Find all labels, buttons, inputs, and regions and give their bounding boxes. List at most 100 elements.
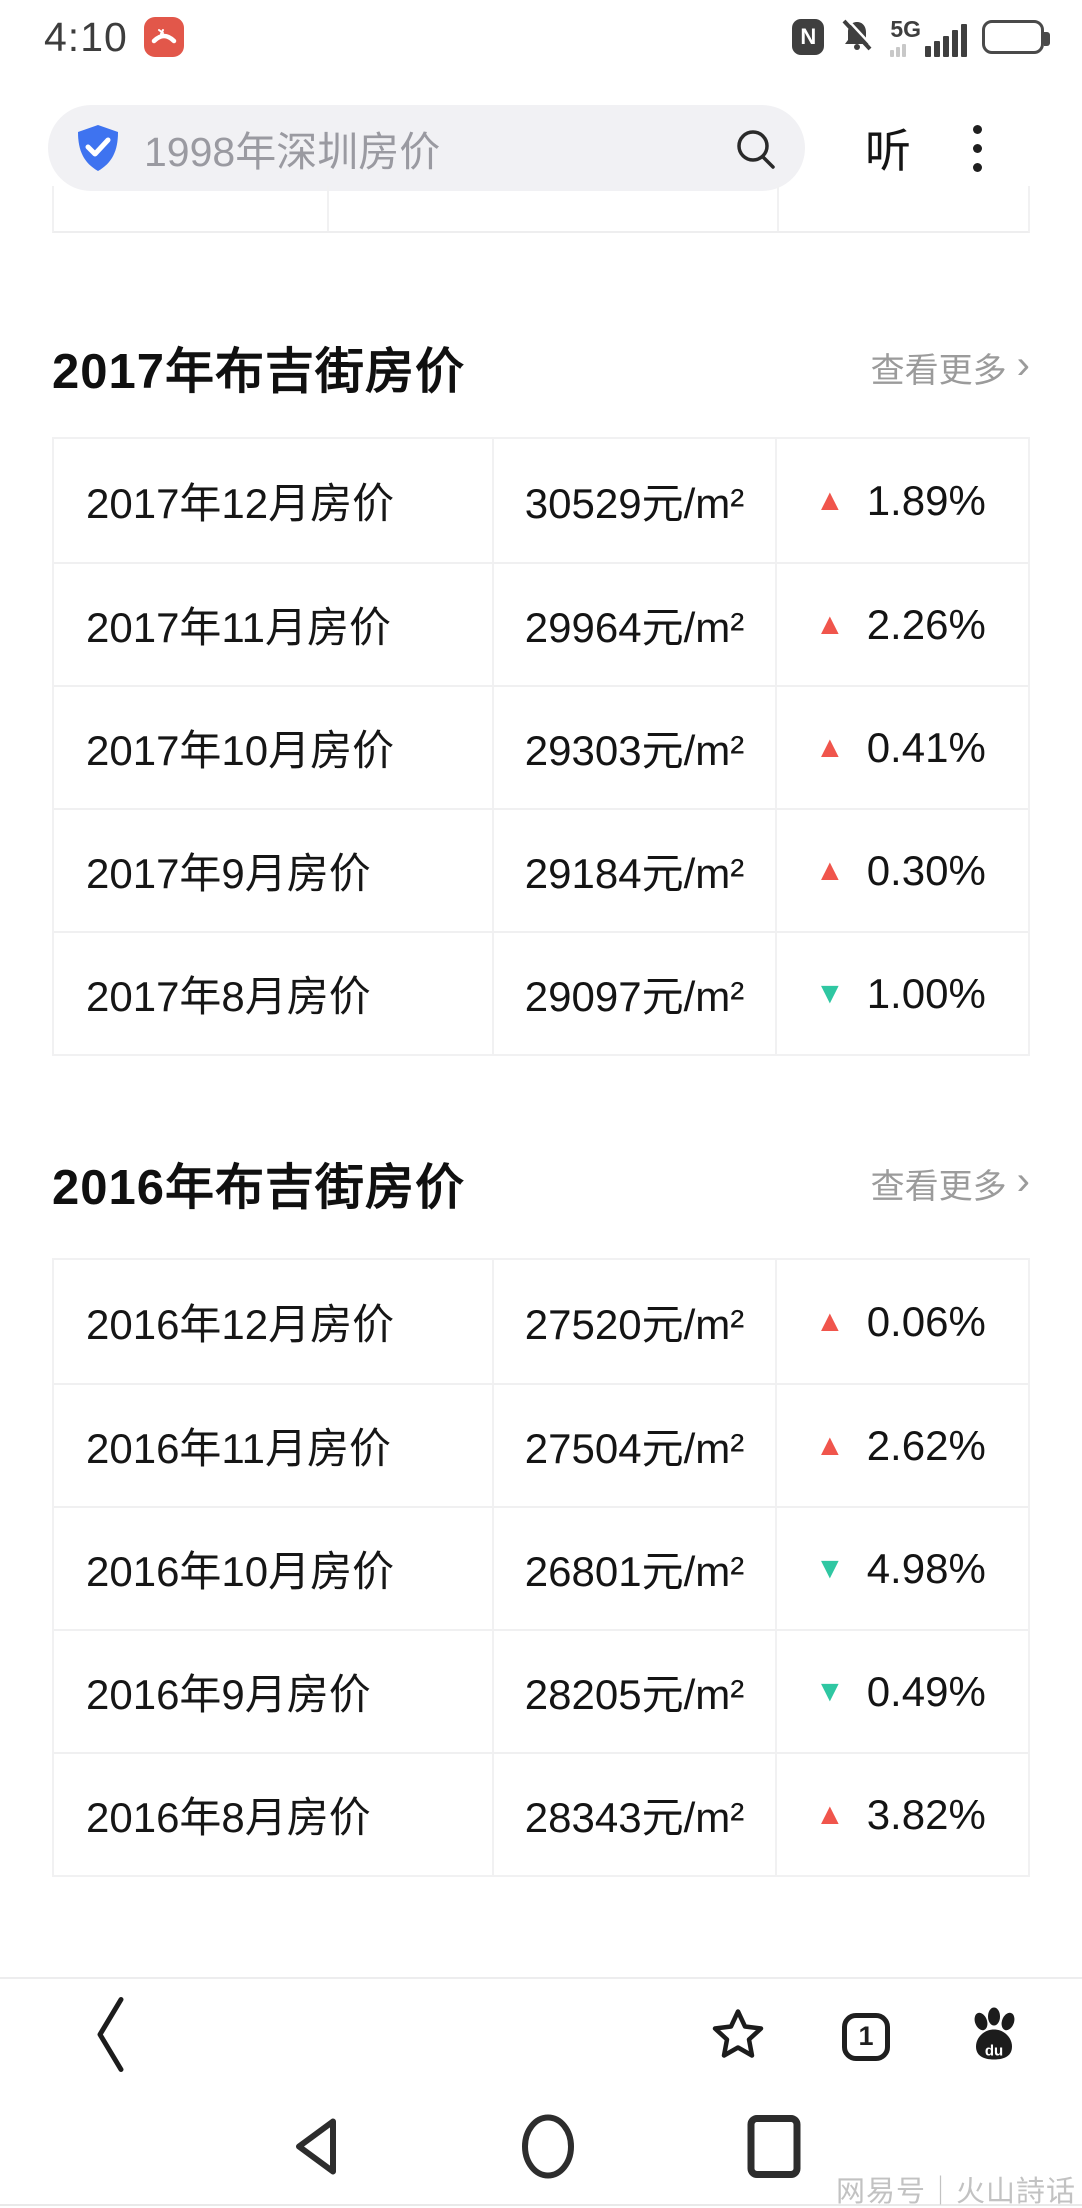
search-input[interactable]: 1998年深圳房价 bbox=[48, 105, 805, 191]
table-row: 2016年11月房价 27504元/m² 2.62% bbox=[54, 1383, 1028, 1506]
change-cell: 0.41% bbox=[775, 687, 1026, 808]
battery-icon bbox=[982, 20, 1050, 54]
secondary-signal-icon bbox=[890, 43, 907, 57]
price-table-2017: 2017年12月房价 30529元/m² 1.89% 2017年11月房价 29… bbox=[52, 437, 1030, 1056]
chevron-right-icon: › bbox=[1016, 1158, 1030, 1203]
see-more-link[interactable]: 查看更多 › bbox=[870, 1158, 1030, 1207]
signal-5g-icon: 5G bbox=[890, 15, 967, 57]
listen-button[interactable]: 听 bbox=[865, 125, 911, 177]
status-bar: 4:10 N 5G bbox=[0, 0, 1082, 64]
tab-count-badge: 1 bbox=[842, 2012, 890, 2061]
change-cell: 1.89% bbox=[775, 439, 1026, 562]
star-icon bbox=[712, 2008, 764, 2058]
month-label: 2017年10月房价 bbox=[86, 727, 395, 774]
month-label: 2016年9月房价 bbox=[86, 1671, 371, 1718]
bookmark-button[interactable] bbox=[710, 2007, 766, 2066]
security-shield-icon bbox=[78, 125, 118, 171]
change-cell: 2.26% bbox=[775, 564, 1026, 685]
status-left: 4:10 bbox=[44, 14, 184, 61]
month-label: 2017年8月房价 bbox=[86, 973, 371, 1020]
change-percent: 0.30% bbox=[866, 846, 986, 894]
nfc-icon: N bbox=[792, 19, 825, 55]
section-title: 2017年布吉街房价 bbox=[52, 345, 466, 399]
price-value: 27504元/m² bbox=[492, 1385, 775, 1506]
baidu-home-button[interactable]: du bbox=[965, 2005, 1023, 2068]
price-value: 30529元/m² bbox=[492, 439, 775, 562]
bottom-hairline bbox=[0, 2204, 1082, 2206]
browser-toolbar: 1 du bbox=[0, 1977, 1082, 2094]
bell-muted-icon bbox=[839, 17, 875, 58]
phone-icon bbox=[151, 29, 177, 44]
trend-arrow-icon bbox=[815, 486, 845, 516]
nav-recents-button[interactable] bbox=[746, 2113, 802, 2184]
trend-arrow-icon bbox=[815, 856, 845, 886]
price-value: 29097元/m² bbox=[492, 933, 775, 1054]
nav-back-button[interactable] bbox=[289, 2115, 341, 2182]
month-label: 2017年12月房价 bbox=[86, 480, 395, 527]
missed-call-badge-icon bbox=[143, 17, 184, 57]
price-value: 29303元/m² bbox=[492, 687, 775, 808]
table-row: 2016年9月房价 28205元/m² 0.49% bbox=[54, 1629, 1028, 1752]
section-header-2017: 2017年布吉街房价 查看更多 › bbox=[52, 332, 1030, 403]
change-percent: 4.98% bbox=[866, 1544, 986, 1592]
svg-text:du: du bbox=[985, 2042, 1003, 2059]
trend-arrow-icon bbox=[815, 979, 845, 1009]
table-row: 2017年9月房价 29184元/m² 0.30% bbox=[54, 808, 1028, 931]
nav-home-circle-icon bbox=[522, 2114, 574, 2179]
see-more-link[interactable]: 查看更多 › bbox=[870, 342, 1030, 391]
month-label: 2016年10月房价 bbox=[86, 1548, 395, 1595]
search-icon[interactable] bbox=[733, 126, 779, 177]
android-navbar bbox=[0, 2094, 1082, 2208]
price-table-2016: 2016年12月房价 27520元/m² 0.06% 2016年11月房价 27… bbox=[52, 1258, 1030, 1877]
change-percent: 2.26% bbox=[866, 600, 986, 648]
tabs-button[interactable]: 1 bbox=[842, 2012, 890, 2061]
table-row: 2017年11月房价 29964元/m² 2.26% bbox=[54, 562, 1028, 685]
price-value: 29184元/m² bbox=[492, 810, 775, 931]
price-value: 29964元/m² bbox=[492, 564, 775, 685]
month-label: 2016年12月房价 bbox=[86, 1301, 395, 1348]
table-row: 2017年8月房价 29097元/m² 1.00% bbox=[54, 931, 1028, 1054]
trend-arrow-icon bbox=[815, 610, 845, 640]
change-percent: 0.49% bbox=[866, 1667, 986, 1715]
price-value: 26801元/m² bbox=[492, 1508, 775, 1629]
table-row: 2016年10月房价 26801元/m² 4.98% bbox=[54, 1506, 1028, 1629]
trend-arrow-icon bbox=[815, 1431, 845, 1461]
price-value: 28343元/m² bbox=[492, 1754, 775, 1875]
table-row: 2016年12月房价 27520元/m² 0.06% bbox=[54, 1260, 1028, 1383]
nav-back-triangle-icon bbox=[296, 2118, 336, 2175]
clock: 4:10 bbox=[44, 13, 128, 60]
trend-arrow-icon bbox=[815, 1554, 845, 1584]
nav-recents-square-icon bbox=[747, 2114, 801, 2178]
change-cell: 0.49% bbox=[775, 1631, 1026, 1752]
signal-bars-icon bbox=[925, 23, 967, 57]
price-value: 28205元/m² bbox=[492, 1631, 775, 1752]
table-row: 2017年12月房价 30529元/m² 1.89% bbox=[54, 439, 1028, 562]
watermark: 网易号｜火山詩话 bbox=[835, 2176, 1076, 2208]
nav-home-button[interactable] bbox=[519, 2113, 577, 2184]
month-label: 2016年8月房价 bbox=[86, 1794, 371, 1841]
section-header-2016: 2016年布吉街房价 查看更多 › bbox=[52, 1148, 1030, 1219]
change-percent: 1.89% bbox=[866, 476, 986, 524]
baidu-paw-icon: du bbox=[974, 2007, 1015, 2059]
table-row: 2017年10月房价 29303元/m² 0.41% bbox=[54, 685, 1028, 808]
search-query-text: 1998年深圳房价 bbox=[144, 129, 441, 175]
status-right: N 5G bbox=[792, 15, 1050, 58]
back-button[interactable] bbox=[93, 1993, 127, 2080]
change-percent: 2.62% bbox=[866, 1421, 986, 1469]
change-percent: 3.82% bbox=[866, 1790, 986, 1838]
menu-kebab-icon[interactable] bbox=[973, 124, 982, 172]
search-row: 1998年深圳房价 听 bbox=[48, 104, 1038, 192]
change-percent: 1.00% bbox=[866, 969, 986, 1017]
back-chevron-icon bbox=[97, 1996, 124, 2072]
change-cell: 4.98% bbox=[775, 1508, 1026, 1629]
chevron-right-icon: › bbox=[1016, 342, 1030, 387]
table-row-partial bbox=[52, 186, 1030, 233]
change-cell: 2.62% bbox=[775, 1385, 1026, 1506]
change-percent: 0.41% bbox=[866, 723, 986, 771]
month-label: 2017年9月房价 bbox=[86, 850, 371, 897]
network-type-label: 5G bbox=[890, 15, 921, 42]
change-cell: 0.30% bbox=[775, 810, 1026, 931]
month-label: 2016年11月房价 bbox=[86, 1425, 392, 1472]
trend-arrow-icon bbox=[815, 1677, 845, 1707]
